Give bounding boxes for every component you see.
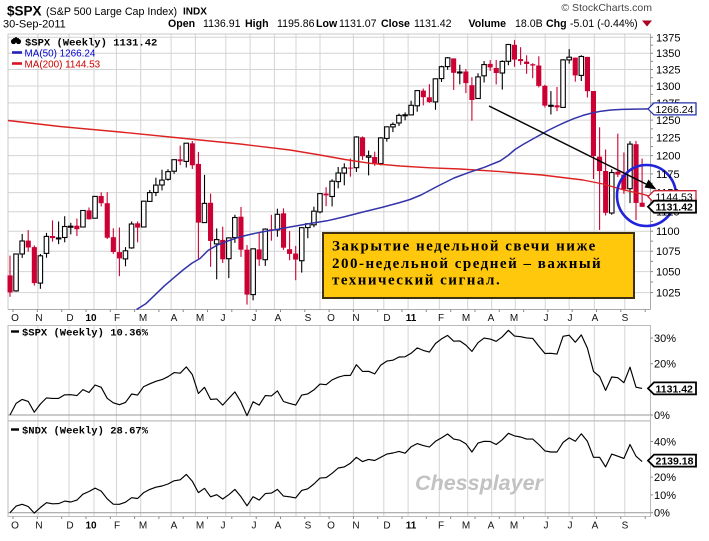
svg-text:D: D	[66, 521, 73, 532]
svg-text:0%: 0%	[654, 508, 670, 520]
svg-text:1131.42: 1131.42	[656, 202, 694, 214]
svg-text:10: 10	[85, 313, 97, 324]
svg-text:Chessplayer: Chessplayer	[415, 471, 545, 495]
svg-text:D: D	[383, 313, 390, 324]
svg-text:J: J	[252, 313, 257, 324]
svg-text:N: N	[35, 313, 42, 324]
svg-text:J: J	[252, 521, 257, 532]
svg-text:A: A	[171, 521, 178, 532]
svg-text:© StockCharts.com: © StockCharts.com	[561, 2, 652, 14]
svg-text:A: A	[488, 313, 495, 324]
svg-text:$NDX (Weekly) 28.67%: $NDX (Weekly) 28.67%	[22, 426, 149, 438]
svg-text:1131.42: 1131.42	[656, 383, 694, 395]
svg-text:S: S	[305, 313, 312, 324]
svg-text:11: 11	[406, 313, 417, 324]
svg-text:Low: Low	[316, 18, 338, 30]
svg-text:A: A	[592, 313, 599, 324]
svg-text:S: S	[622, 313, 629, 324]
svg-text:F: F	[438, 521, 444, 532]
svg-text:(S&P 500 Large Cap Index): (S&P 500 Large Cap Index)	[46, 6, 177, 18]
svg-text:M: M	[196, 313, 204, 324]
svg-text:2139.18: 2139.18	[656, 456, 694, 468]
svg-text:J: J	[544, 521, 549, 532]
svg-text:1325: 1325	[656, 65, 680, 77]
svg-text:J: J	[568, 313, 573, 324]
svg-text:Close: Close	[381, 18, 410, 30]
svg-text:1050: 1050	[656, 267, 680, 279]
svg-text:O: O	[327, 521, 335, 532]
svg-text:0%: 0%	[654, 410, 670, 422]
svg-text:M: M	[196, 521, 204, 532]
svg-text:F: F	[438, 313, 444, 324]
svg-text:N: N	[352, 313, 359, 324]
svg-text:1136.91: 1136.91	[203, 18, 241, 30]
svg-text:1375: 1375	[656, 32, 680, 44]
svg-text:10%: 10%	[654, 490, 676, 502]
svg-text:Chg: Chg	[546, 18, 567, 30]
svg-text:200-недельной средней – важный: 200-недельной средней – важный	[332, 256, 602, 272]
svg-text:D: D	[383, 521, 390, 532]
svg-text:J: J	[221, 521, 226, 532]
svg-text:N: N	[35, 521, 42, 532]
svg-text:1131.07: 1131.07	[339, 18, 377, 30]
svg-text:N: N	[352, 521, 359, 532]
svg-text:A: A	[171, 313, 178, 324]
svg-text:F: F	[114, 313, 120, 324]
svg-text:A: A	[592, 521, 599, 532]
svg-text:$SPX: $SPX	[7, 4, 42, 19]
svg-text:1225: 1225	[656, 133, 680, 145]
svg-text:1300: 1300	[656, 81, 680, 93]
svg-text:Закрытие недельной свечи ниже: Закрытие недельной свечи ниже	[332, 239, 597, 255]
svg-text:10: 10	[85, 521, 97, 532]
svg-text:20%: 20%	[654, 359, 676, 371]
svg-text:S: S	[305, 521, 312, 532]
svg-text:O: O	[11, 521, 19, 532]
svg-text:M: M	[462, 313, 470, 324]
svg-text:1350: 1350	[656, 48, 680, 60]
svg-text:-5.01 (-0.44%): -5.01 (-0.44%)	[570, 18, 638, 30]
svg-text:S: S	[622, 521, 629, 532]
svg-text:A: A	[488, 521, 495, 532]
svg-text:1200: 1200	[656, 151, 680, 163]
svg-text:1100: 1100	[656, 226, 680, 238]
svg-text:MA(200) 1144.53: MA(200) 1144.53	[25, 60, 101, 71]
svg-text:O: O	[11, 313, 19, 324]
svg-text:M: M	[139, 521, 147, 532]
svg-text:MA(50) 1266.24: MA(50) 1266.24	[25, 49, 96, 60]
svg-text:1175: 1175	[656, 169, 680, 181]
svg-text:Open: Open	[168, 18, 195, 30]
svg-text:INDX: INDX	[183, 7, 207, 18]
svg-text:O: O	[327, 313, 335, 324]
svg-text:J: J	[544, 313, 549, 324]
svg-text:$SPX (Weekly) 1131.42: $SPX (Weekly) 1131.42	[25, 38, 157, 50]
svg-text:1131.42: 1131.42	[414, 18, 452, 30]
svg-text:D: D	[66, 313, 73, 324]
svg-text:F: F	[114, 521, 120, 532]
svg-text:40%: 40%	[654, 437, 676, 449]
svg-text:30%: 30%	[654, 333, 676, 345]
svg-text:M: M	[139, 313, 147, 324]
svg-text:технический сигнал.: технический сигнал.	[332, 273, 501, 289]
svg-text:High: High	[245, 18, 269, 30]
svg-text:M: M	[510, 313, 518, 324]
svg-text:Volume: Volume	[469, 18, 507, 30]
svg-text:$SPX (Weekly) 10.36%: $SPX (Weekly) 10.36%	[22, 328, 149, 340]
svg-text:1075: 1075	[656, 246, 680, 258]
svg-text:A: A	[275, 313, 282, 324]
svg-text:18.0B: 18.0B	[515, 18, 543, 30]
svg-text:A: A	[275, 521, 282, 532]
svg-text:20%: 20%	[654, 472, 676, 484]
svg-text:M: M	[462, 521, 470, 532]
svg-text:M: M	[510, 521, 518, 532]
svg-text:1195.86: 1195.86	[277, 18, 315, 30]
svg-text:J: J	[221, 313, 226, 324]
svg-text:11: 11	[406, 521, 417, 532]
svg-text:1250: 1250	[656, 115, 680, 127]
svg-text:1025: 1025	[656, 288, 680, 300]
svg-text:1266.24: 1266.24	[656, 104, 694, 116]
svg-text:30-Sep-2011: 30-Sep-2011	[3, 19, 66, 31]
svg-text:J: J	[568, 521, 573, 532]
